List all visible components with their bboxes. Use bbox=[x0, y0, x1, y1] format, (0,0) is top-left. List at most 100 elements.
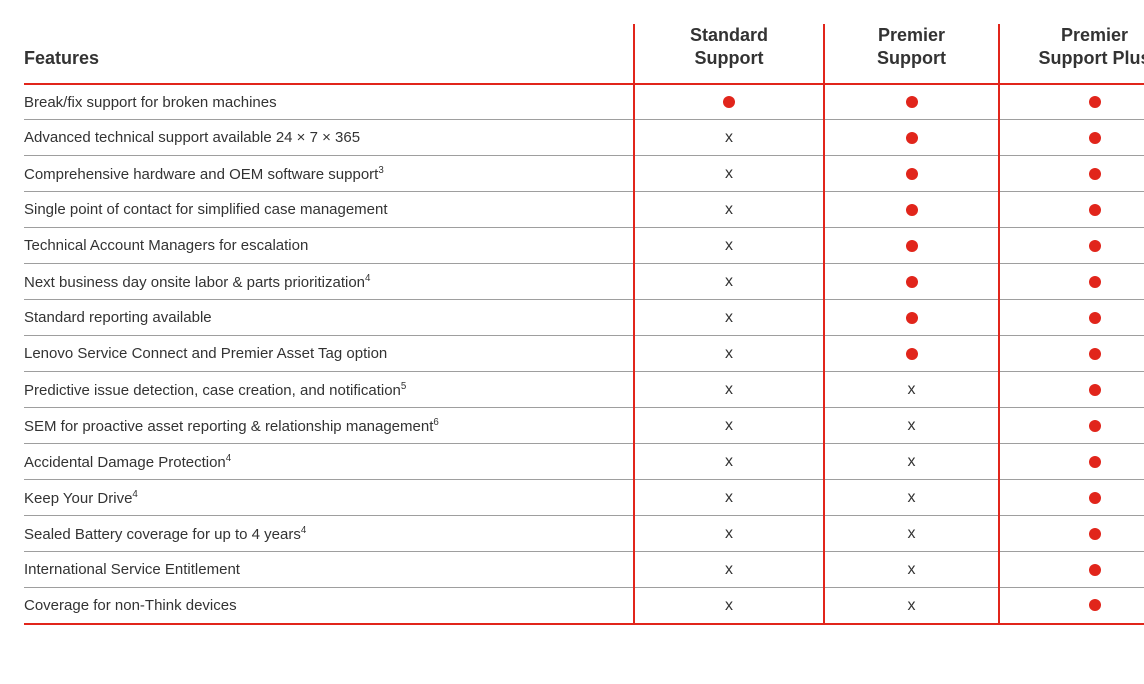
included-icon bbox=[906, 348, 918, 360]
feature-cell: Predictive issue detection, case creatio… bbox=[24, 372, 634, 408]
feature-cell: Coverage for non-Think devices bbox=[24, 588, 634, 624]
not-included-mark: x bbox=[908, 561, 916, 578]
feature-label: Break/fix support for broken machines bbox=[24, 94, 277, 111]
table-row: SEM for proactive asset reporting & rela… bbox=[24, 408, 1144, 444]
feature-cell: Accidental Damage Protection4 bbox=[24, 444, 634, 480]
table-row: Comprehensive hardware and OEM software … bbox=[24, 156, 1144, 192]
feature-label: Standard reporting available bbox=[24, 309, 212, 326]
value-cell bbox=[999, 516, 1144, 552]
value-cell bbox=[824, 120, 999, 156]
included-icon bbox=[906, 276, 918, 288]
plan2-column-header: Premier Support bbox=[824, 24, 999, 84]
feature-label: Coverage for non-Think devices bbox=[24, 597, 237, 614]
plan2-line2: Support bbox=[877, 48, 946, 68]
feature-cell: Single point of contact for simplified c… bbox=[24, 192, 634, 228]
not-included-mark: x bbox=[725, 489, 733, 506]
table-row: Sealed Battery coverage for up to 4 year… bbox=[24, 516, 1144, 552]
table-row: International Service Entitlement x x bbox=[24, 552, 1144, 588]
value-cell bbox=[824, 192, 999, 228]
value-cell: x bbox=[824, 480, 999, 516]
footnote-ref: 6 bbox=[433, 417, 438, 428]
value-cell bbox=[634, 84, 824, 120]
included-icon bbox=[1089, 312, 1101, 324]
not-included-mark: x bbox=[725, 525, 733, 542]
not-included-mark: x bbox=[725, 309, 733, 326]
not-included-mark: x bbox=[725, 273, 733, 290]
feature-cell: Technical Account Managers for escalatio… bbox=[24, 228, 634, 264]
feature-cell: Sealed Battery coverage for up to 4 year… bbox=[24, 516, 634, 552]
table-body: Break/fix support for broken machines Adv… bbox=[24, 84, 1144, 624]
feature-label: Sealed Battery coverage for up to 4 year… bbox=[24, 526, 301, 543]
footnote-ref: 4 bbox=[365, 273, 370, 284]
value-cell: x bbox=[634, 156, 824, 192]
plan2-line1: Premier bbox=[878, 25, 945, 45]
value-cell: x bbox=[634, 480, 824, 516]
value-cell bbox=[824, 264, 999, 300]
value-cell: x bbox=[634, 300, 824, 336]
table-header-row: Features Standard Support Premier Suppor… bbox=[24, 24, 1144, 84]
included-icon bbox=[906, 96, 918, 108]
feature-cell: Advanced technical support available 24 … bbox=[24, 120, 634, 156]
not-included-mark: x bbox=[908, 417, 916, 434]
feature-label: Keep Your Drive bbox=[24, 490, 132, 507]
included-icon bbox=[1089, 492, 1101, 504]
feature-cell: Keep Your Drive4 bbox=[24, 480, 634, 516]
included-icon bbox=[906, 204, 918, 216]
not-included-mark: x bbox=[725, 561, 733, 578]
value-cell bbox=[999, 84, 1144, 120]
value-cell bbox=[999, 120, 1144, 156]
included-icon bbox=[1089, 348, 1101, 360]
table-row: Accidental Damage Protection4xx bbox=[24, 444, 1144, 480]
value-cell bbox=[999, 300, 1144, 336]
feature-label: Single point of contact for simplified c… bbox=[24, 201, 388, 218]
value-cell bbox=[999, 228, 1144, 264]
value-cell: x bbox=[824, 444, 999, 480]
value-cell: x bbox=[634, 552, 824, 588]
value-cell bbox=[999, 588, 1144, 624]
plan1-column-header: Standard Support bbox=[634, 24, 824, 84]
value-cell: x bbox=[634, 588, 824, 624]
footnote-ref: 5 bbox=[401, 381, 406, 392]
plan3-line1: Premier bbox=[1061, 25, 1128, 45]
value-cell bbox=[999, 444, 1144, 480]
feature-cell: Next business day onsite labor & parts p… bbox=[24, 264, 634, 300]
not-included-mark: x bbox=[908, 525, 916, 542]
value-cell bbox=[999, 480, 1144, 516]
value-cell bbox=[999, 336, 1144, 372]
included-icon bbox=[906, 240, 918, 252]
value-cell bbox=[999, 372, 1144, 408]
table-row: Single point of contact for simplified c… bbox=[24, 192, 1144, 228]
feature-label: Advanced technical support available 24 … bbox=[24, 129, 360, 146]
value-cell bbox=[824, 228, 999, 264]
value-cell: x bbox=[824, 372, 999, 408]
feature-label: Comprehensive hardware and OEM software … bbox=[24, 166, 378, 183]
value-cell bbox=[999, 156, 1144, 192]
included-icon bbox=[906, 312, 918, 324]
value-cell: x bbox=[634, 408, 824, 444]
not-included-mark: x bbox=[908, 381, 916, 398]
included-icon bbox=[906, 168, 918, 180]
included-icon bbox=[1089, 168, 1101, 180]
included-icon bbox=[906, 132, 918, 144]
included-icon bbox=[1089, 132, 1101, 144]
value-cell: x bbox=[634, 192, 824, 228]
table-row: Advanced technical support available 24 … bbox=[24, 120, 1144, 156]
not-included-mark: x bbox=[725, 201, 733, 218]
not-included-mark: x bbox=[725, 417, 733, 434]
plan1-line2: Support bbox=[695, 48, 764, 68]
table-row: Lenovo Service Connect and Premier Asset… bbox=[24, 336, 1144, 372]
not-included-mark: x bbox=[908, 597, 916, 614]
not-included-mark: x bbox=[725, 381, 733, 398]
not-included-mark: x bbox=[725, 165, 733, 182]
included-icon bbox=[1089, 384, 1101, 396]
plan3-line2: Support Plus bbox=[1039, 48, 1144, 68]
feature-cell: Standard reporting available bbox=[24, 300, 634, 336]
feature-cell: Comprehensive hardware and OEM software … bbox=[24, 156, 634, 192]
feature-cell: International Service Entitlement bbox=[24, 552, 634, 588]
included-icon bbox=[1089, 564, 1101, 576]
included-icon bbox=[1089, 204, 1101, 216]
feature-cell: SEM for proactive asset reporting & rela… bbox=[24, 408, 634, 444]
value-cell: x bbox=[634, 120, 824, 156]
not-included-mark: x bbox=[725, 129, 733, 146]
feature-label: Next business day onsite labor & parts p… bbox=[24, 274, 365, 291]
